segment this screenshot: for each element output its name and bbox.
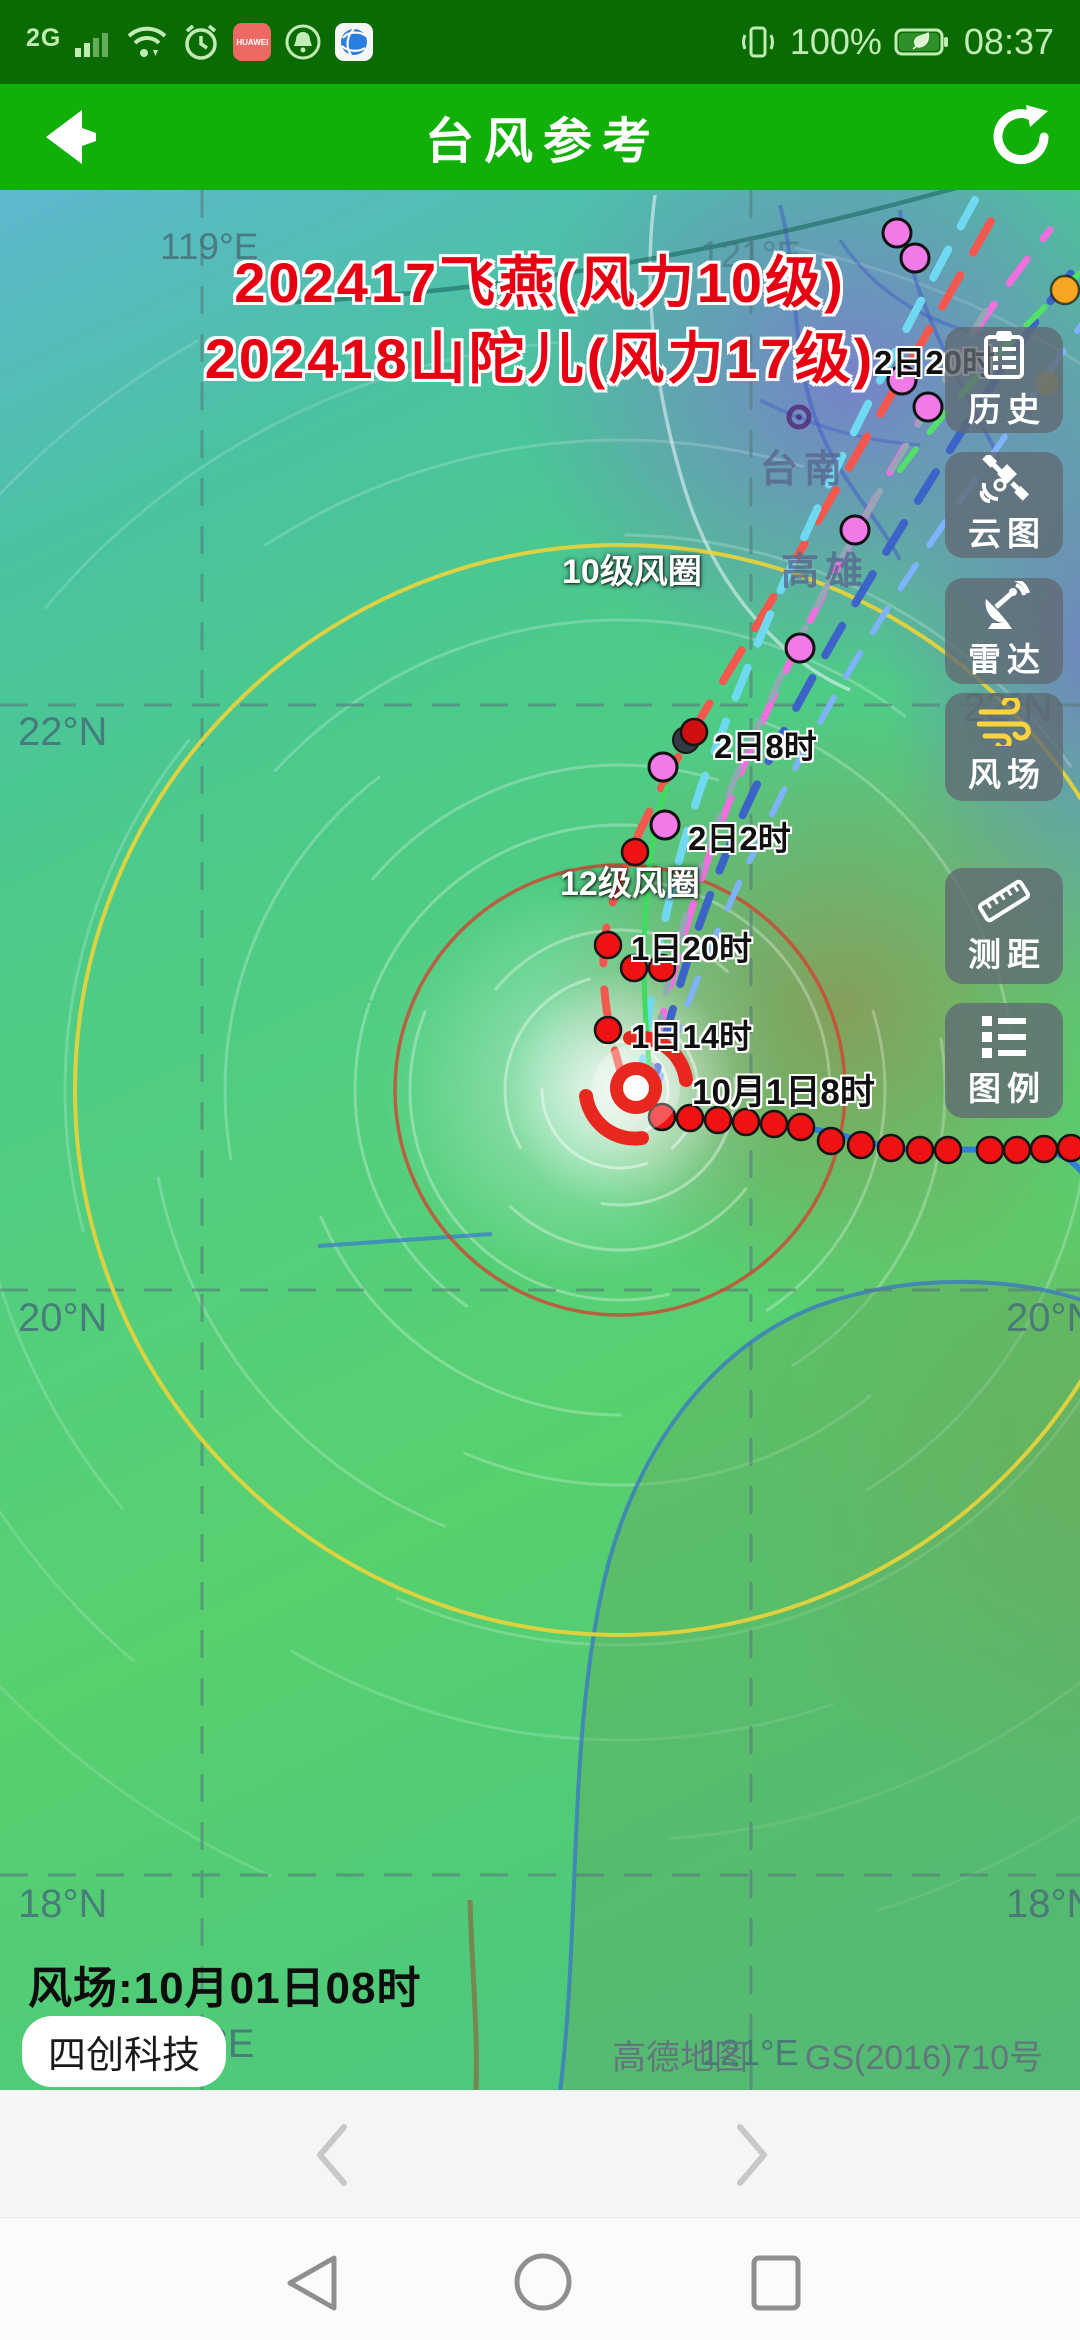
status-left-icons: 2G HUAWEI (26, 22, 374, 62)
city-marker-dot (796, 414, 802, 420)
satellite-icon (979, 455, 1030, 503)
lat-label-20n-left: 20°N (18, 1296, 108, 1340)
sidebtn-measure[interactable]: 测距 (945, 868, 1063, 984)
history-clipboard-icon (984, 331, 1024, 379)
coastlines (294, 190, 1080, 2090)
pager-bar (0, 2090, 1080, 2217)
wind-circle-label-12: 12级风圈 (560, 865, 700, 903)
sidebtn-history[interactable]: 历史 (945, 327, 1063, 433)
wind-circle-level12 (393, 863, 847, 1317)
sidebtn-measure-label: 测距 (968, 936, 1046, 973)
lat-label-18n-left: 18°N (18, 1882, 108, 1926)
wind-circle-label-10: 10级风圈 (562, 553, 702, 591)
legend-list-icon (982, 1015, 1026, 1058)
nav-home-button[interactable] (513, 2252, 573, 2312)
map-attribution: 高德地图 GS(2016)710号 (612, 2030, 1043, 2079)
lon-label-119e-top: 119°E (160, 226, 259, 267)
sidebtn-legend[interactable]: 图例 (945, 1003, 1063, 1118)
lat-label-20n-right: 20°N (1006, 1296, 1080, 1340)
back-button[interactable] (22, 98, 100, 176)
track-label-10m1d8h: 10月1日8时 (692, 1073, 875, 1112)
status-bar: 2G HUAWEI (0, 0, 1080, 84)
status-right-icons: 100% 08:37 (738, 21, 1054, 63)
map-attribution-license: GS(2016)710号 (804, 2039, 1044, 2077)
page-title: 台风参考 (424, 114, 661, 169)
sidebtn-satellite-label: 云图 (968, 515, 1046, 552)
nav-back-button[interactable] (282, 2254, 342, 2312)
huawei-app-label: HUAWEI (236, 37, 269, 47)
ruler-icon (978, 879, 1030, 923)
radar-dish-icon (985, 581, 1030, 629)
track-label-1d14h: 1日14时 (631, 1018, 753, 1055)
notification-bell-icon (285, 24, 321, 60)
wind-field-time-label: 风场:10月01日08时 (28, 1964, 422, 2013)
wifi-icon (127, 26, 167, 57)
red-track-dots (593, 837, 1080, 1165)
sidebtn-wind-label: 风场 (968, 756, 1046, 793)
wind-circles (73, 543, 1080, 1637)
typhoon-icon (579, 1030, 693, 1146)
city-label-tainan: 台南 (760, 449, 849, 491)
track-label-2d8h: 2日8时 (714, 728, 817, 765)
city-marker (786, 404, 812, 430)
browser-globe-icon (335, 23, 374, 61)
pink-forecast-dots (647, 217, 944, 841)
sidebtn-history-label: 历史 (968, 391, 1046, 428)
huawei-app-icon: HUAWEI (233, 23, 272, 61)
city-label-kaohsiung: 高雄 (781, 551, 870, 593)
red-track-dot (679, 717, 709, 747)
typhoon-banner-line1: 202417飞燕(风力10级) (234, 251, 846, 314)
brand-badge: 四创科技 (22, 2016, 227, 2087)
next-page-button[interactable] (730, 2122, 774, 2188)
prev-page-button[interactable] (310, 2122, 354, 2188)
lon-label-121e-top: 121°E (700, 234, 802, 275)
app-header: 台风参考 (0, 84, 1080, 190)
map-attribution-source: 高德地图 (612, 2039, 748, 2077)
clock-label: 08:37 (963, 21, 1054, 62)
orange-forecast-dot (1049, 274, 1080, 306)
lat-label-22n-left: 22°N (18, 710, 108, 754)
track-label-2d2h: 2日2时 (688, 820, 791, 857)
grid-lines (0, 190, 1080, 2090)
alarm-clock-icon (185, 24, 218, 60)
vibrate-mode-icon (741, 26, 774, 58)
network-type-label: 2G (26, 23, 62, 52)
signal-strength-icon (75, 33, 109, 57)
sidebtn-radar-label: 雷达 (968, 641, 1046, 678)
lat-label-18n-right: 18°N (1006, 1882, 1080, 1926)
battery-percent-label: 100% (789, 21, 882, 62)
wind-circle-level10 (73, 543, 1080, 1637)
sidebtn-radar[interactable]: 雷达 (945, 578, 1063, 684)
map-area[interactable]: 202417飞燕(风力10级) 202418山陀儿(风力17级) 119°E 1… (0, 190, 1080, 2090)
wind-map-overlay (0, 190, 1080, 2090)
typhoon-banner-line2: 202418山陀儿(风力17级) (204, 327, 876, 390)
wind-field-icon (977, 698, 1031, 746)
nav-recents-button[interactable] (748, 2254, 804, 2312)
sidebtn-satellite[interactable]: 云图 (945, 452, 1063, 558)
sidebtn-wind[interactable]: 风场 (945, 693, 1063, 801)
lon-label-121e-bottom: 121°E (700, 2032, 799, 2073)
track-points (593, 217, 1080, 1165)
refresh-button[interactable] (986, 101, 1058, 173)
battery-saver-icon (894, 28, 948, 56)
sidebtn-legend-label: 图例 (968, 1069, 1046, 1107)
android-nav-bar (0, 2217, 1080, 2340)
track-label-1d20h: 1日20时 (631, 930, 753, 967)
